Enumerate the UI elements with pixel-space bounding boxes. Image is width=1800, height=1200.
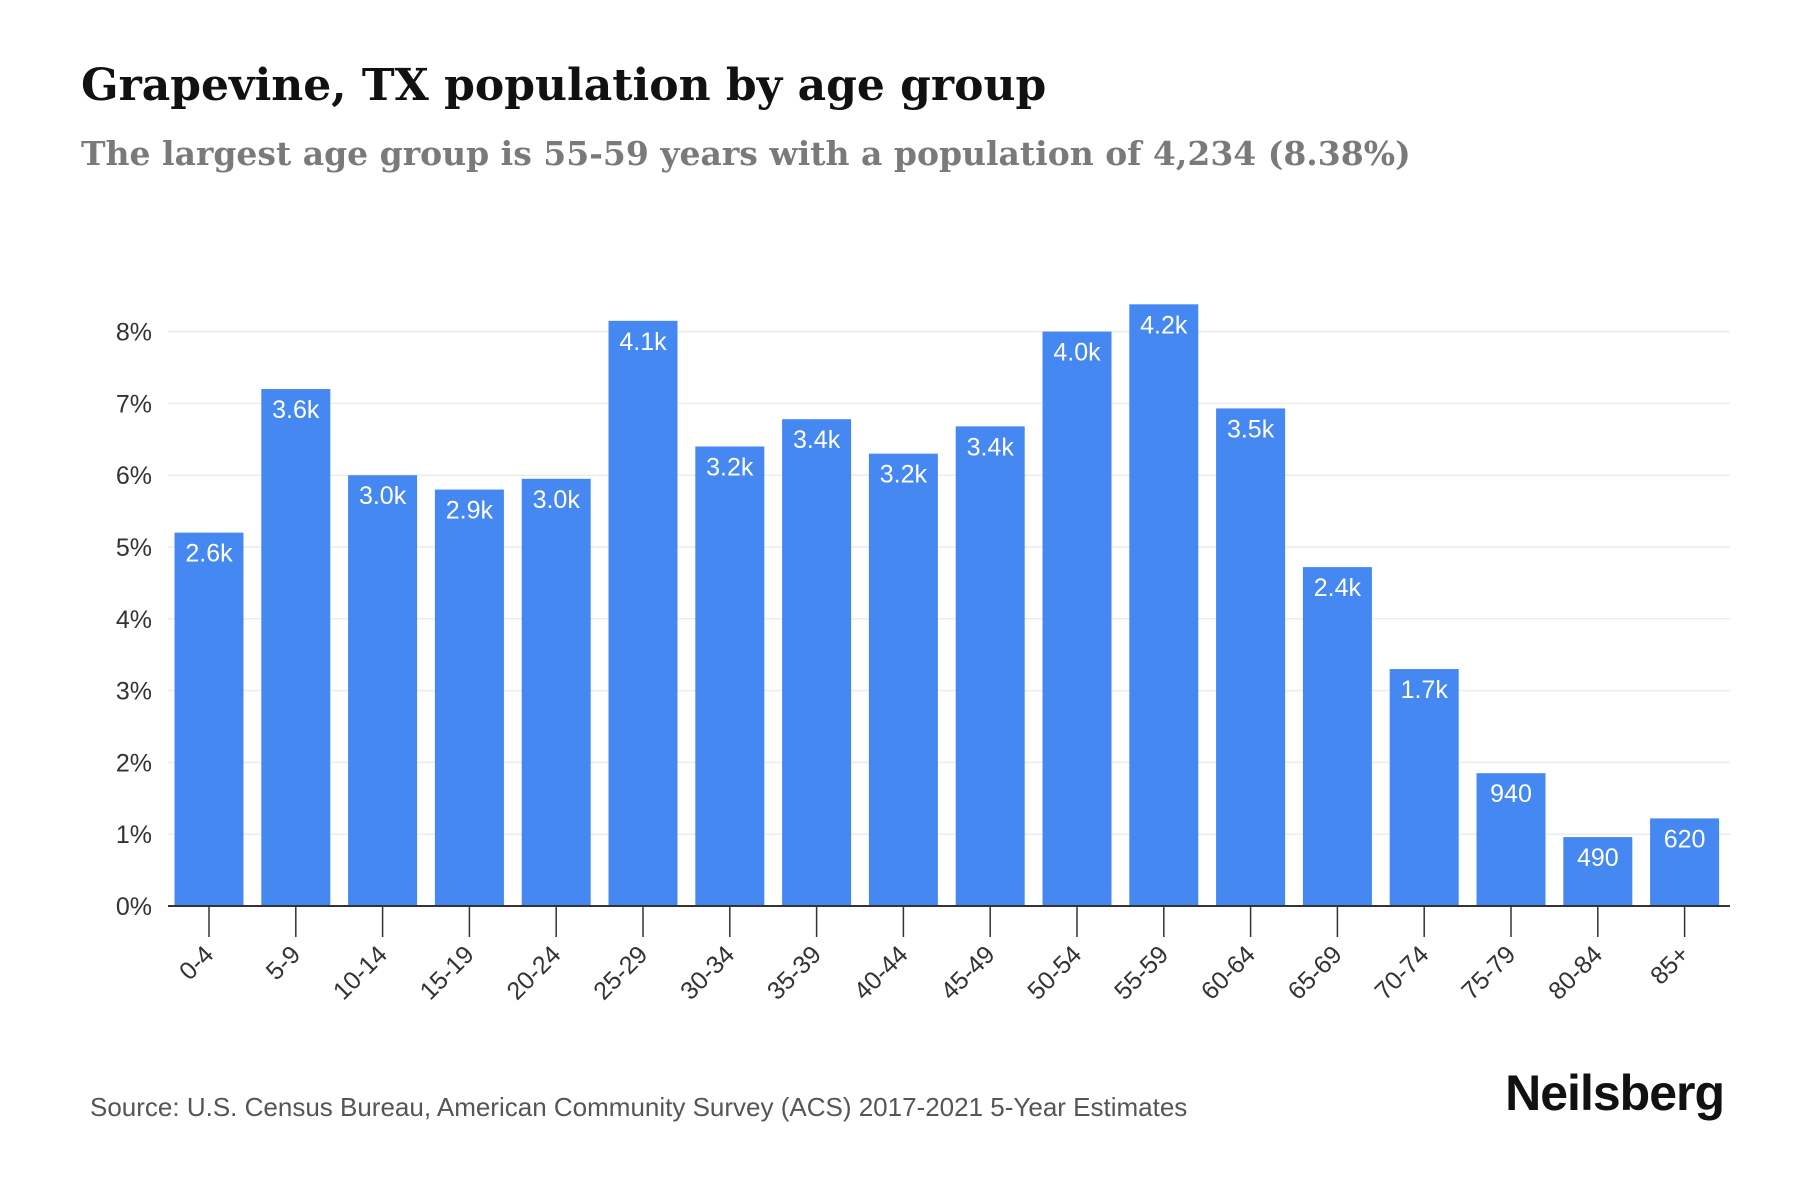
- x-tick-label: 5-9: [261, 940, 306, 985]
- x-tick-label: 65-69: [1283, 940, 1348, 1005]
- bar-value-label: 940: [1490, 780, 1532, 808]
- bar-value-label: 2.9k: [446, 497, 494, 525]
- y-tick-label: 4%: [116, 606, 152, 634]
- bar-65-69: [1302, 567, 1372, 906]
- bar-value-label: 3.6k: [272, 396, 320, 424]
- bar-value-label: 3.4k: [967, 433, 1015, 461]
- bar-value-label: 3.4k: [793, 426, 841, 454]
- x-tick-label: 55-59: [1109, 940, 1174, 1005]
- neilsberg-logo: Neilsberg: [1505, 1065, 1725, 1121]
- x-tick-label: 60-64: [1196, 940, 1261, 1005]
- x-tick-label: 45-49: [935, 940, 1000, 1005]
- x-tick-label: 85+: [1645, 940, 1695, 990]
- x-axis-ticks: 0-4 5-9 10-14 15-19 20-24 25-29 30-34 35-39 40-4…: [174, 906, 1695, 1005]
- bar-value-label: 2.4k: [1314, 574, 1362, 602]
- bar-80-84: [1563, 837, 1633, 906]
- x-tick-label: 75-79: [1456, 940, 1521, 1005]
- x-tick-label: 25-29: [588, 940, 653, 1005]
- y-tick-label: 0%: [116, 893, 152, 921]
- bar-value-label: 620: [1664, 825, 1706, 853]
- y-tick-label: 5%: [116, 534, 152, 562]
- x-tick-label: 35-39: [762, 940, 827, 1005]
- y-tick-label: 6%: [116, 462, 152, 490]
- y-tick-label: 1%: [116, 821, 152, 849]
- x-tick-label: 50-54: [1022, 940, 1087, 1005]
- chart-title: Grapevine, TX population by age group: [81, 60, 1047, 111]
- x-tick-label: 10-14: [328, 940, 393, 1005]
- bar-value-label: 2.6k: [185, 540, 233, 568]
- bar-25-29: [608, 320, 678, 907]
- bar-value-label: 3.2k: [706, 453, 754, 481]
- bar-75-79: [1476, 773, 1546, 906]
- bar-value-label: 4.1k: [619, 328, 667, 356]
- chart-subtitle: The largest age group is 55-59 years wit…: [81, 134, 1411, 173]
- bar-50-54: [1042, 331, 1112, 907]
- y-tick-label: 2%: [116, 749, 152, 777]
- bar-20-24: [521, 478, 591, 906]
- bar-30-34: [695, 446, 765, 906]
- bar-chart: 0% 1% 2% 3% 4% 5% 6% 7% 8% 2.6k 3.6k 3.0k 2.9k 3.0k 4…: [116, 304, 1730, 1005]
- bar-70-74: [1389, 669, 1459, 906]
- bar-10-14: [348, 475, 418, 906]
- y-tick-label: 8%: [116, 319, 152, 347]
- bar-value-label: 4.2k: [1140, 311, 1188, 339]
- bar-40-44: [868, 453, 938, 906]
- source-note: Source: U.S. Census Bureau, American Com…: [90, 1092, 1188, 1122]
- bar-value-label: 3.0k: [359, 482, 407, 510]
- bar-35-39: [782, 419, 852, 906]
- y-tick-label: 3%: [116, 678, 152, 706]
- x-tick-label: 80-84: [1543, 940, 1608, 1005]
- x-tick-label: 20-24: [501, 940, 566, 1005]
- bar-60-64: [1216, 408, 1286, 906]
- bar-0-4: [174, 532, 244, 906]
- bars: [174, 304, 1720, 907]
- bar-45-49: [955, 426, 1025, 906]
- bar-value-label: 490: [1577, 844, 1619, 872]
- bar-value-label: 1.7k: [1401, 676, 1449, 704]
- bar-value-label: 3.5k: [1227, 415, 1275, 443]
- x-tick-label: 0-4: [174, 940, 219, 985]
- bar-55-59: [1129, 304, 1199, 906]
- bar-value-label: 3.0k: [533, 486, 581, 514]
- x-tick-label: 70-74: [1369, 940, 1434, 1005]
- bar-5-9: [261, 389, 331, 906]
- bar-value-label: 3.2k: [880, 461, 928, 489]
- x-tick-label: 30-34: [675, 940, 740, 1005]
- gridlines: [168, 330, 1730, 835]
- y-tick-label: 7%: [116, 390, 152, 418]
- bar-85+: [1650, 818, 1720, 906]
- x-tick-label: 15-19: [415, 940, 480, 1005]
- y-axis-tick-labels: 0% 1% 2% 3% 4% 5% 6% 7% 8%: [116, 319, 152, 921]
- bar-15-19: [434, 489, 504, 906]
- x-tick-label: 40-44: [849, 940, 914, 1005]
- bar-value-labels: 2.6k 3.6k 3.0k 2.9k 3.0k 4.1k 3.2k 3.4k 3.2k 3.4k…: [185, 311, 1705, 872]
- bar-value-label: 4.0k: [1053, 339, 1101, 367]
